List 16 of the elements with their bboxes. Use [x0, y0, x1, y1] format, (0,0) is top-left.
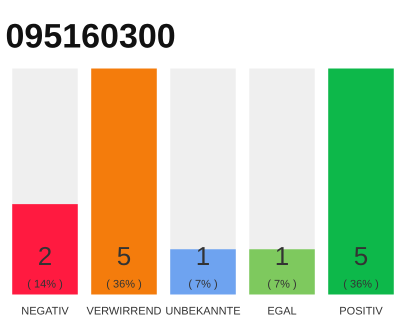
annotation: ( 36% ) [106, 278, 142, 290]
annotation: ( 36% ) [343, 278, 379, 290]
annotation: ( 7% ) [267, 278, 297, 290]
data-label: 1 [274, 241, 290, 272]
x-tick-label: VERWIRREND [86, 306, 162, 318]
annotation: ( 14% ) [27, 278, 63, 290]
x-tick-label: EGAL [267, 306, 297, 318]
data-label: 5 [354, 241, 368, 272]
data-label: 2 [38, 241, 52, 272]
annotation: ( 7% ) [188, 278, 218, 290]
x-tick-label: NEGATIV [21, 306, 70, 318]
chart-title: 095160300 [6, 18, 176, 56]
data-label: 1 [196, 241, 210, 272]
x-tick-label: POSITIV [339, 306, 384, 318]
x-tick-label: UNBEKANNTE [165, 306, 241, 318]
data-label: 5 [116, 241, 132, 272]
